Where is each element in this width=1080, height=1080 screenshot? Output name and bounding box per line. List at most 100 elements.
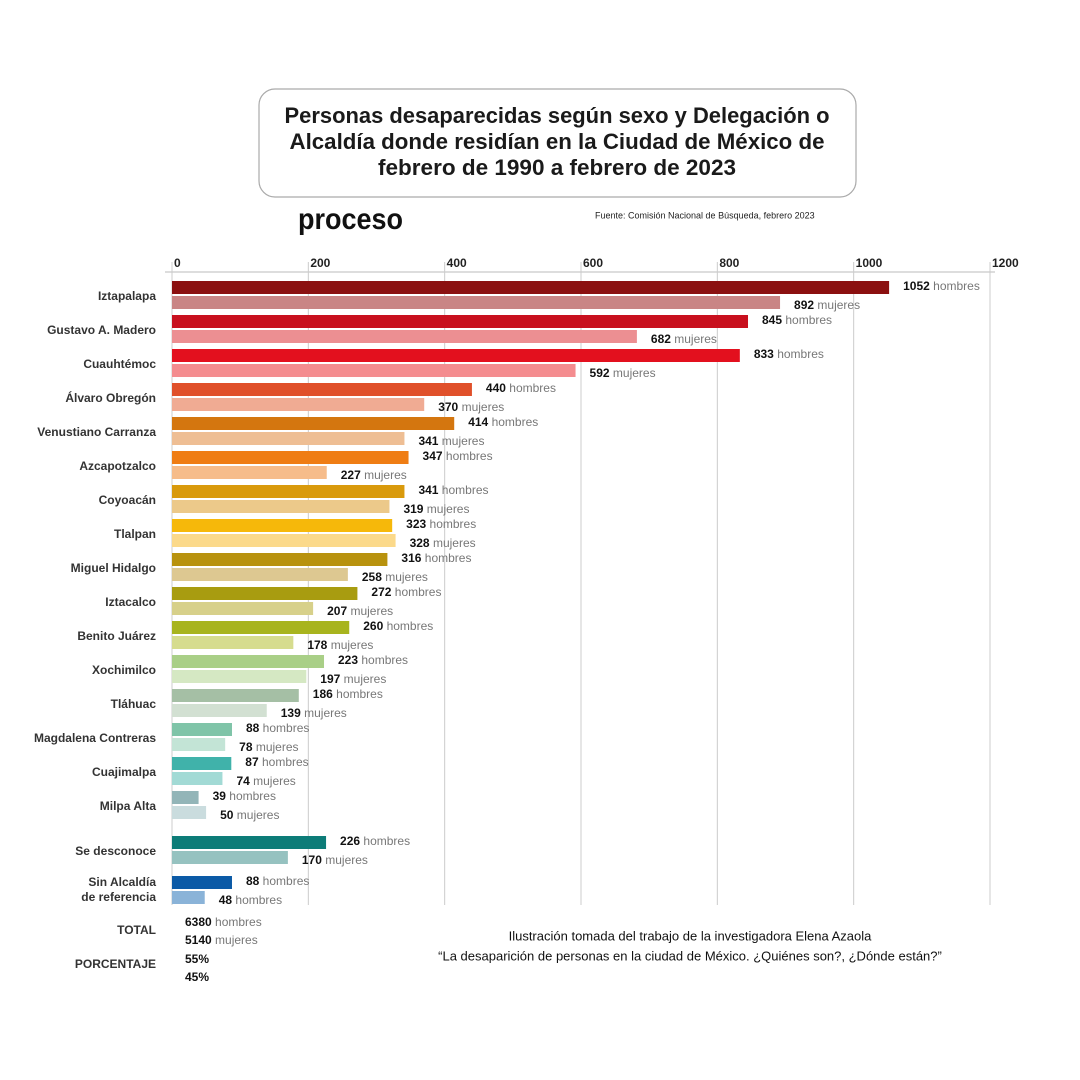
- bar: [172, 689, 299, 702]
- logo: proceso: [298, 203, 403, 236]
- bar: [172, 553, 388, 566]
- bar: [172, 791, 199, 804]
- bar: [172, 723, 232, 736]
- bar: [172, 519, 393, 532]
- category-label: Iztacalco: [105, 595, 156, 609]
- category-label: Sin Alcaldía de referencia: [81, 875, 156, 904]
- bar: [172, 621, 350, 634]
- category-label: Milpa Alta: [100, 799, 157, 813]
- totals-item: 5140 mujeres: [185, 933, 258, 947]
- bar: [172, 349, 740, 362]
- value-label: 341 hombres: [418, 483, 488, 497]
- value-label: 258 mujeres: [362, 570, 428, 584]
- value-label: 88 hombres: [246, 721, 309, 735]
- category-label: Cuauhtémoc: [83, 357, 156, 371]
- value-label: 178 mujeres: [307, 638, 373, 652]
- chart-title: febrero de 1990 a febrero de 2023: [378, 155, 736, 180]
- bar: [172, 417, 455, 430]
- value-label: 139 mujeres: [281, 706, 347, 720]
- category-label: Se desconoce: [75, 844, 156, 858]
- bar: [172, 602, 314, 615]
- category-label: Álvaro Obregón: [65, 390, 156, 405]
- value-label: 74 mujeres: [236, 774, 295, 788]
- value-label: 316 hombres: [401, 551, 471, 565]
- value-label: 341 mujeres: [418, 434, 484, 448]
- chart-title: Alcaldía donde residían en la Ciudad de …: [290, 129, 825, 154]
- x-tick-label: 200: [310, 256, 330, 270]
- value-label: 39 hombres: [213, 789, 276, 803]
- bar: [172, 466, 327, 479]
- bar: [172, 851, 288, 864]
- category-label: Cuajimalpa: [92, 765, 156, 779]
- category-label: Magdalena Contreras: [34, 731, 156, 745]
- bar: [172, 891, 205, 904]
- x-tick-label: 1000: [856, 256, 883, 270]
- bar: [172, 772, 223, 785]
- bar: [172, 451, 409, 464]
- value-label: 328 mujeres: [410, 536, 476, 550]
- category-label: Iztapalapa: [98, 289, 156, 303]
- value-label: 87 hombres: [245, 755, 308, 769]
- category-label: Gustavo A. Madero: [47, 323, 156, 337]
- bar: [172, 383, 472, 396]
- value-label: 50 mujeres: [220, 808, 279, 822]
- value-label: 170 mujeres: [302, 853, 368, 867]
- value-label: 207 mujeres: [327, 604, 393, 618]
- value-label: 370 mujeres: [438, 400, 504, 414]
- footnote: “La desaparición de personas en la ciuda…: [438, 948, 942, 963]
- percentage-label: PORCENTAJE: [75, 957, 156, 971]
- chart-title: Personas desaparecidas según sexo y Dele…: [285, 103, 830, 128]
- bar: [172, 315, 749, 328]
- bar: [172, 330, 637, 343]
- category-label: Azcapotzalco: [79, 459, 156, 473]
- percentage-item: 55%: [185, 952, 209, 966]
- value-label: 682 mujeres: [651, 332, 717, 346]
- bar: [172, 296, 781, 309]
- bar: [172, 587, 358, 600]
- value-label: 319 mujeres: [403, 502, 469, 516]
- source: Fuente: Comisión Nacional de Búsqueda, f…: [595, 210, 815, 220]
- category-label: Benito Juárez: [77, 629, 156, 643]
- bar: [172, 670, 307, 683]
- bar: [172, 738, 226, 751]
- bar: [172, 876, 232, 889]
- bar: [172, 836, 327, 849]
- value-label: 440 hombres: [486, 381, 556, 395]
- x-tick-label: 800: [719, 256, 739, 270]
- totals-item: 6380 hombres: [185, 915, 262, 929]
- value-label: 845 hombres: [762, 313, 832, 327]
- value-label: 186 hombres: [313, 687, 383, 701]
- bar: [172, 398, 425, 411]
- value-label: 272 hombres: [371, 585, 441, 599]
- bar: [172, 757, 232, 770]
- value-label: 197 mujeres: [320, 672, 386, 686]
- totals-label: TOTAL: [117, 923, 156, 937]
- x-tick-label: 600: [583, 256, 603, 270]
- value-label: 226 hombres: [340, 834, 410, 848]
- x-tick-label: 1200: [992, 256, 1019, 270]
- x-tick-label: 0: [174, 256, 181, 270]
- value-label: 227 mujeres: [341, 468, 407, 482]
- value-label: 78 mujeres: [239, 740, 298, 754]
- bar: [172, 806, 207, 819]
- bar: [172, 500, 390, 513]
- title-box: [258, 88, 857, 198]
- bar: [172, 364, 576, 377]
- value-label: 347 hombres: [423, 449, 493, 463]
- category-label: Xochimilco: [92, 663, 156, 677]
- value-label: 833 hombres: [754, 347, 824, 361]
- bar: [172, 636, 294, 649]
- value-label: 88 hombres: [246, 874, 309, 888]
- category-label: Venustiano Carranza: [37, 425, 156, 439]
- bar: [172, 534, 396, 547]
- value-label: 414 hombres: [468, 415, 538, 429]
- footnote: Ilustración tomada del trabajo de la inv…: [509, 928, 873, 943]
- value-label: 48 hombres: [219, 893, 282, 907]
- value-label: 260 hombres: [363, 619, 433, 633]
- category-label: Tláhuac: [111, 697, 157, 711]
- bar: [172, 485, 405, 498]
- value-label: 323 hombres: [406, 517, 476, 531]
- bar: [172, 704, 267, 717]
- bar: [172, 281, 890, 294]
